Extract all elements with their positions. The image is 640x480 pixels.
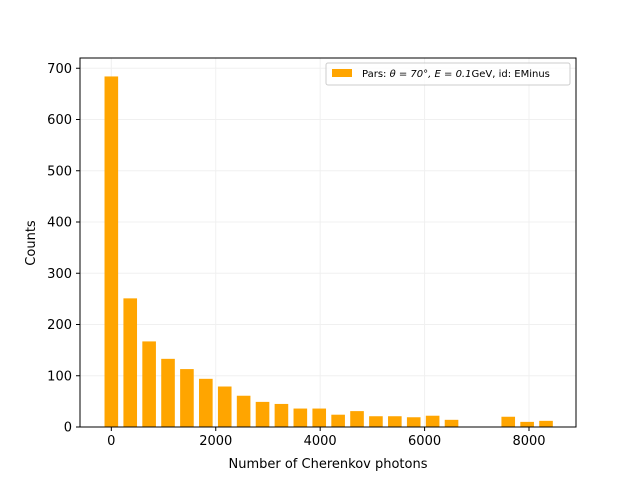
y-tick-label: 200 — [47, 318, 72, 333]
histogram-bar — [255, 401, 270, 427]
histogram-bar — [123, 298, 138, 427]
axis-ticks: 0 2000 4000 6000 8000 0 100 200 300 400 500 600 700 — [47, 62, 545, 449]
y-axis-label: Counts — [24, 220, 39, 266]
legend-label-suffix: GeV, id: EMinus — [471, 69, 549, 80]
legend-label: Pars: θ = 70°, E = 0.1GeV, id: EMinus — [362, 69, 550, 80]
bar-series — [104, 76, 553, 427]
legend: Pars: θ = 70°, E = 0.1GeV, id: EMinus — [325, 62, 571, 86]
y-tick-label: 300 — [47, 267, 72, 282]
histogram-bar — [199, 378, 213, 427]
x-tick-label: 4000 — [304, 434, 337, 449]
histogram-bar — [142, 341, 156, 427]
histogram-bar — [444, 419, 459, 427]
histogram-bar — [520, 421, 534, 427]
legend-label-prefix: Pars: — [362, 69, 390, 80]
x-tick-label: 2000 — [199, 434, 232, 449]
histogram-bar — [539, 420, 553, 427]
y-tick-label: 400 — [47, 216, 72, 231]
plot-area-frame — [79, 57, 577, 428]
histogram-bar — [274, 403, 289, 427]
x-tick-label: 8000 — [512, 434, 545, 449]
grid-lines — [80, 58, 576, 428]
histogram-bar — [104, 76, 119, 427]
y-tick-label: 0 — [64, 421, 72, 436]
legend-box — [325, 62, 571, 86]
histogram-bar — [369, 416, 383, 427]
x-axis-label: Number of Cherenkov photons — [229, 457, 428, 472]
histogram-bar — [501, 416, 516, 427]
histogram-bar — [180, 369, 194, 427]
y-tick-label: 500 — [47, 164, 72, 179]
legend-label-math: θ = 70°, E = 0.1 — [390, 69, 472, 80]
histogram-bar — [425, 415, 440, 427]
x-tick-label: 6000 — [408, 434, 441, 449]
y-tick-label: 600 — [47, 113, 72, 128]
histogram-bar — [350, 411, 364, 427]
legend-swatch — [332, 69, 352, 77]
x-tick-label: 0 — [107, 434, 115, 449]
histogram-bar — [293, 408, 308, 427]
histogram-bar — [236, 395, 251, 427]
histogram-bar — [161, 358, 175, 427]
histogram-bar — [406, 417, 421, 427]
y-tick-label: 700 — [47, 62, 72, 77]
histogram-bar — [388, 416, 402, 427]
histogram-bar — [312, 408, 327, 427]
y-tick-label: 100 — [47, 369, 72, 384]
histogram-bar — [331, 414, 345, 427]
histogram-bar — [217, 386, 232, 427]
